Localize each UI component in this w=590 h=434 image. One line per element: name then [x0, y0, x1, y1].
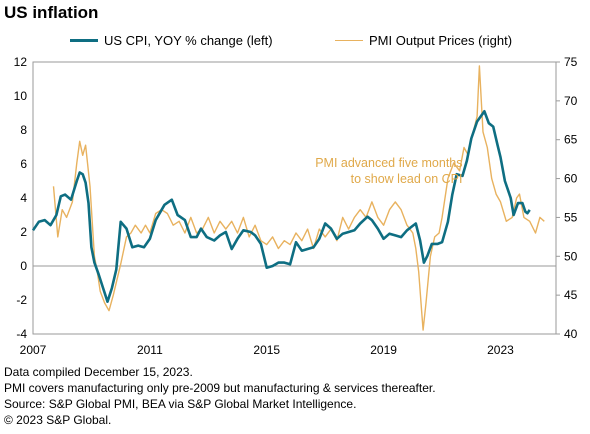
y-right-tick-label: 55 — [564, 210, 578, 224]
legend-swatch-pmi — [335, 40, 363, 41]
x-tick-label: 2011 — [137, 343, 163, 357]
y-left-tick-label: 6 — [20, 157, 27, 171]
series-line-cpi — [31, 110, 531, 303]
note-copyright: © 2023 S&P Global. — [4, 413, 112, 427]
annotation-line: PMI advanced five months — [315, 156, 462, 170]
y-left-tick-label: 8 — [20, 123, 27, 137]
y-left-tick-label: 10 — [14, 89, 28, 103]
y-right-tick-label: 45 — [564, 288, 578, 302]
chart-notes: Data compiled December 15, 2023. PMI cov… — [4, 364, 436, 428]
y-left-tick-label: 2 — [20, 225, 27, 239]
legend-label-cpi: US CPI, YOY % change (left) — [104, 33, 273, 48]
y-left-tick-label: -2 — [16, 293, 27, 307]
y-left-tick-label: -4 — [16, 327, 27, 341]
y-right-tick-label: 65 — [564, 133, 578, 147]
legend-label-pmi: PMI Output Prices (right) — [369, 33, 513, 48]
y-right-tick-label: 75 — [564, 55, 578, 69]
y-left-tick-label: 0 — [20, 259, 27, 273]
x-tick-label: 2019 — [370, 343, 397, 357]
y-right-tick-label: 60 — [564, 172, 578, 186]
legend-item-cpi: US CPI, YOY % change (left) — [70, 33, 273, 48]
line-chart: -4 -2 0 2 4 6 8 10 12 40 45 50 55 60 65 70 75 2007 2011 201… — [14, 55, 578, 357]
note-source: Source: S&P Global PMI, BEA via S&P Glob… — [4, 397, 357, 411]
x-tick-label: 2007 — [20, 343, 47, 357]
y-left-tick-label: 12 — [14, 55, 28, 69]
legend: US CPI, YOY % change (left) PMI Output P… — [0, 33, 590, 51]
legend-swatch-cpi — [70, 39, 98, 42]
y-left-tick-label: 4 — [20, 191, 27, 205]
annotation-line: to show lead on CPI — [351, 172, 463, 186]
series-line-pmi — [52, 65, 545, 331]
note-date: Data compiled December 15, 2023. — [4, 365, 193, 379]
legend-item-pmi: PMI Output Prices (right) — [335, 33, 512, 48]
note-coverage: PMI covers manufacturing only pre-2009 b… — [4, 381, 436, 395]
chart-title: US inflation — [4, 3, 99, 22]
y-right-tick-label: 70 — [564, 94, 578, 108]
y-right-tick-label: 50 — [564, 249, 578, 263]
plot-frame — [32, 61, 557, 335]
x-tick-label: 2015 — [253, 343, 280, 357]
y-right-tick-label: 40 — [564, 327, 578, 341]
x-tick-label: 2023 — [487, 343, 514, 357]
